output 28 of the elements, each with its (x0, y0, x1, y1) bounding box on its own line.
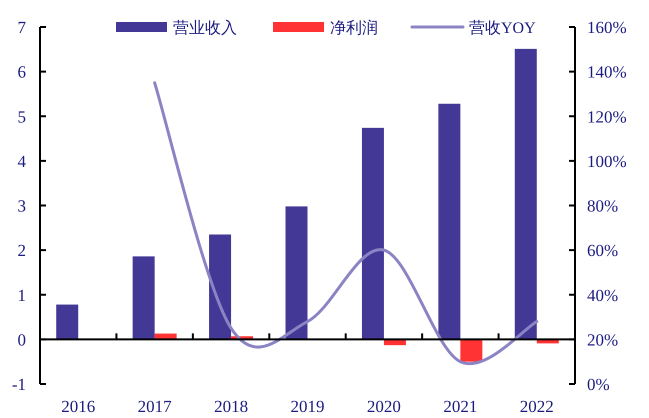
x-tick-label: 2018 (214, 397, 248, 416)
y-tick-label: 4 (18, 152, 26, 171)
y2-tick-label: 40% (587, 286, 618, 305)
legend-label: 净利润 (330, 19, 378, 37)
y2-tick-label: 120% (587, 107, 627, 126)
y-tick-label: 1 (18, 286, 26, 305)
y2-tick-label: 140% (587, 62, 627, 82)
x-tick-label: 2017 (138, 397, 172, 416)
y2-tick-label: 80% (587, 196, 618, 216)
x-tick-label: 2022 (520, 397, 554, 416)
y2-tick-label: 160% (587, 18, 627, 37)
x-tick-label: 2020 (366, 397, 401, 416)
y-tick-label: 5 (18, 107, 26, 126)
legend-label: 营收YOY (469, 19, 536, 37)
x-tick-label: 2021 (443, 397, 478, 416)
y-tick-label: 3 (18, 196, 26, 216)
x-tick-label: 2016 (61, 397, 96, 416)
y-tick-label: 7 (18, 18, 26, 37)
legend-label: 营业收入 (173, 19, 237, 37)
y-tick-label: 0 (18, 330, 26, 350)
y-tick-label: -1 (12, 375, 26, 394)
y2-tick-label: 100% (587, 152, 627, 171)
y2-tick-label: 0% (587, 375, 610, 394)
y-tick-label: 6 (18, 62, 26, 82)
y-tick-label: 2 (18, 241, 26, 260)
y2-tick-label: 60% (587, 241, 618, 260)
x-tick-label: 2019 (290, 397, 324, 416)
y2-tick-label: 20% (587, 330, 618, 350)
